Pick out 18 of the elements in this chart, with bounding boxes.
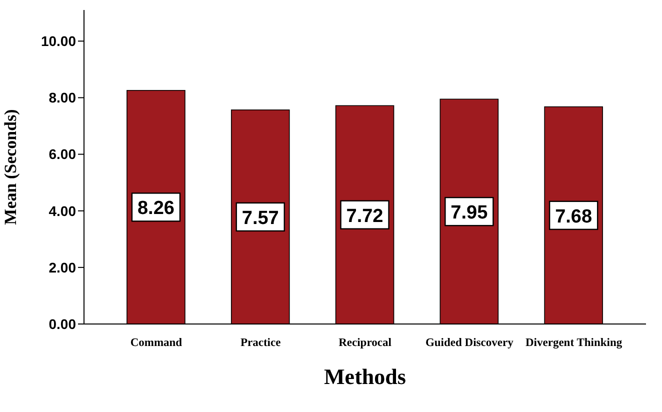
data-label: 7.68 <box>555 206 592 228</box>
y-tick-label: 8.00 <box>48 90 76 106</box>
data-label: 8.26 <box>137 198 174 220</box>
y-axis-title: Mean (Seconds) <box>1 109 20 225</box>
x-tick-label: Command <box>130 337 183 349</box>
y-tick-label: 6.00 <box>48 146 76 162</box>
y-tick-label: 2.00 <box>48 259 76 276</box>
x-axis-title: Methods <box>324 364 406 389</box>
x-tick-label: Practice <box>240 337 281 349</box>
data-label: 7.72 <box>346 206 384 227</box>
data-label: 7.57 <box>242 208 279 229</box>
y-tick-label: 4.00 <box>48 202 76 219</box>
data-label: 7.95 <box>450 202 488 224</box>
x-tick-label: Divergent Thinking <box>525 337 622 349</box>
x-tick-label: Reciprocal <box>338 337 392 349</box>
y-tick-label: 10.00 <box>40 33 76 50</box>
x-tick-label: Guided Discovery <box>425 337 514 349</box>
y-tick-label: 0.00 <box>48 316 76 332</box>
